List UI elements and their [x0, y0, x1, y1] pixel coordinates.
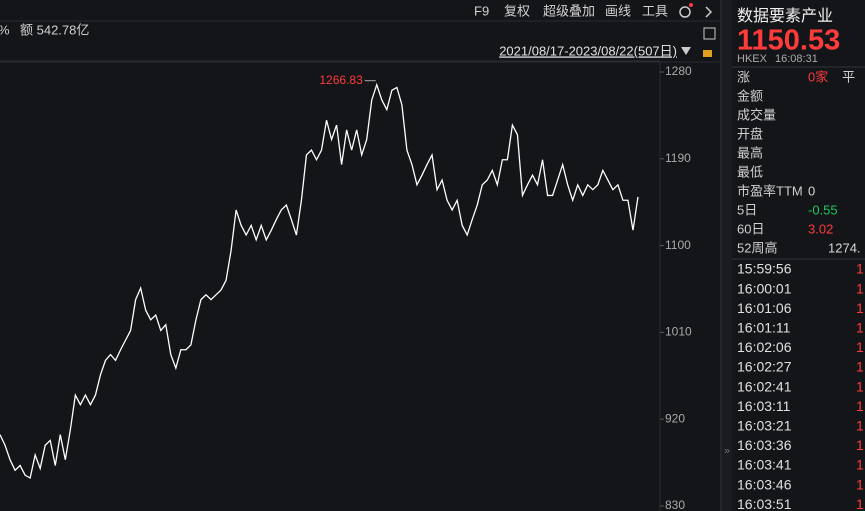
- stat-label: 52周高: [737, 240, 777, 255]
- trade-time: 16:02:06: [737, 339, 792, 355]
- trade-price: 1: [856, 359, 864, 375]
- toolbar-button[interactable]: 超级叠加: [543, 3, 595, 18]
- trade-price: 1: [856, 457, 864, 473]
- toolbar-button[interactable]: 工具: [642, 3, 668, 18]
- stat-value: 0家: [808, 69, 828, 84]
- trade-price: 1: [856, 280, 864, 296]
- stat-label: 成交量: [737, 107, 776, 122]
- collapse-icon[interactable]: »: [724, 446, 730, 457]
- summary-info: %: [0, 22, 10, 37]
- trade-price: 1: [856, 398, 864, 414]
- stat-value: 1274.: [828, 240, 861, 255]
- stat-value: -0.55: [808, 202, 838, 217]
- stat-label: 5日: [737, 202, 757, 217]
- trade-price: 1: [856, 437, 864, 453]
- stat-value: 0: [808, 183, 815, 198]
- dropdown-icon[interactable]: [681, 47, 691, 55]
- y-tick-label: 1100: [665, 238, 691, 252]
- y-tick-label: 1280: [665, 64, 692, 78]
- trade-time: 16:03:36: [737, 437, 792, 453]
- stat-label: 金额: [737, 88, 763, 103]
- y-tick-label: 920: [665, 411, 685, 425]
- trade-time: 16:00:01: [737, 280, 792, 296]
- lock-icon[interactable]: [703, 50, 712, 57]
- trade-price: 1: [856, 339, 864, 355]
- trade-time: 15:59:56: [737, 261, 792, 277]
- trade-price: 1: [856, 378, 864, 394]
- trade-price: 1: [856, 418, 864, 434]
- toolbar-button[interactable]: 画线: [605, 3, 631, 18]
- trade-time: 16:02:41: [737, 378, 792, 394]
- price-line: [0, 82, 639, 480]
- next-icon[interactable]: [705, 6, 713, 18]
- stat-label: 最低: [737, 164, 763, 179]
- notify-dot: [689, 3, 693, 7]
- toolbar-button[interactable]: F9: [474, 3, 489, 18]
- trade-time: 16:02:27: [737, 359, 792, 375]
- trade-price: 1: [856, 320, 864, 336]
- scroll-strip[interactable]: [722, 0, 732, 511]
- trade-time: 16:03:21: [737, 418, 792, 434]
- trade-time: 16:03:11: [737, 398, 791, 414]
- stat-value: 3.02: [808, 221, 833, 236]
- y-tick-label: 1010: [665, 325, 692, 339]
- stat-label: 市盈率TTM: [737, 183, 803, 198]
- trade-time: 16:03:51: [737, 496, 792, 511]
- stat-label: 最高: [737, 145, 763, 160]
- trade-time: 16:01:06: [737, 300, 792, 316]
- trade-price: 1: [856, 300, 864, 316]
- stat-label: 开盘: [737, 126, 763, 141]
- date-range[interactable]: 2021/08/17-2023/08/22(507日): [499, 43, 677, 58]
- max-annotation: 1266.83: [319, 73, 363, 87]
- exchange: HKEX: [737, 53, 768, 65]
- index-name: 数据要素产业: [737, 7, 833, 25]
- settings-icon[interactable]: [679, 6, 691, 18]
- stat-label: 60日: [737, 221, 764, 236]
- trade-time: 16:03:41: [737, 457, 792, 473]
- trade-price: 1: [856, 476, 864, 492]
- layout-icon[interactable]: [703, 27, 716, 40]
- trade-price: 1: [856, 261, 864, 277]
- trade-price: 1: [856, 496, 864, 511]
- y-tick-label: 1190: [665, 151, 691, 165]
- quote-time: 16:08:31: [775, 53, 818, 65]
- stat-label: 涨: [737, 69, 750, 84]
- y-tick-label: 830: [665, 498, 685, 511]
- index-price: 1150.53: [737, 25, 840, 57]
- trade-time: 16:03:46: [737, 476, 792, 492]
- trade-time: 16:01:11: [737, 320, 791, 336]
- stat-extra: 平: [842, 69, 855, 84]
- toolbar-button[interactable]: 复权: [504, 3, 530, 18]
- summary-info: 额 542.78亿: [20, 22, 89, 37]
